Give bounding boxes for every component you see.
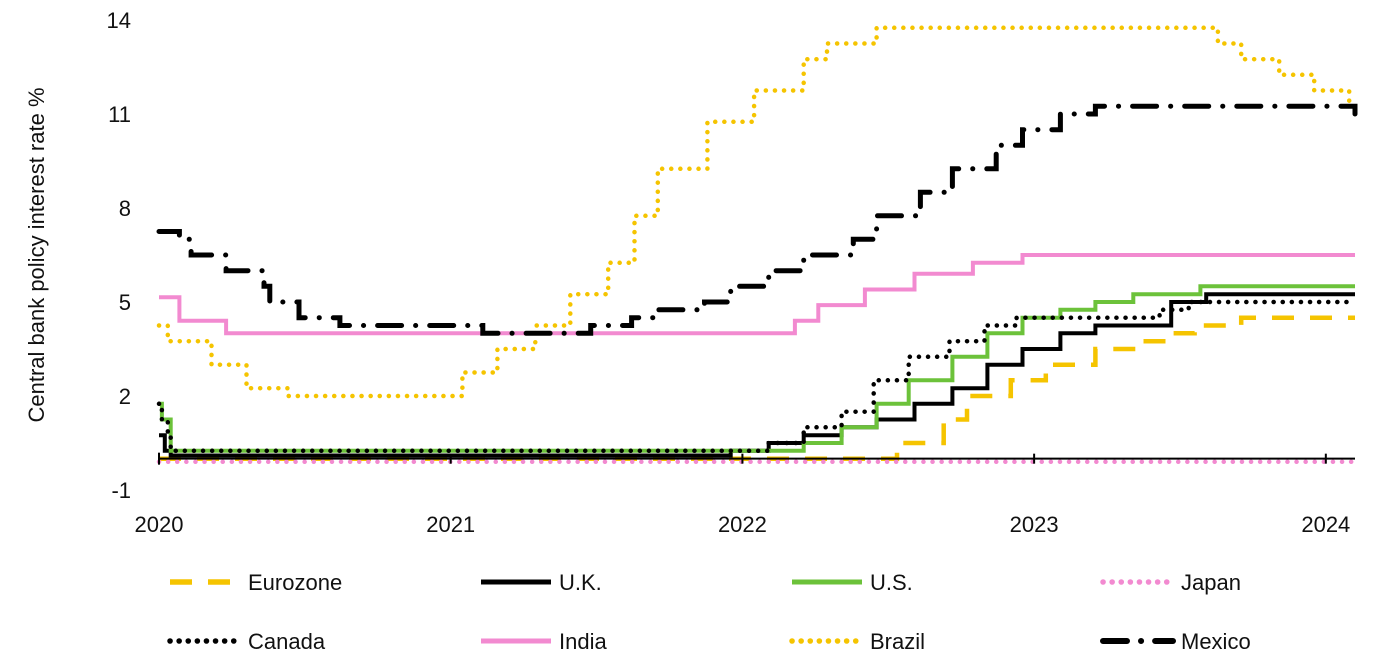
y-tick-label: 11 — [108, 102, 131, 127]
y-tick-label: 2 — [119, 384, 131, 409]
y-tick-label: 5 — [119, 290, 131, 315]
legend-label: U.K. — [559, 570, 602, 595]
legend-label: Brazil — [870, 629, 925, 654]
x-tick-label: 2020 — [135, 512, 184, 537]
series-layer — [156, 25, 1358, 465]
series-line-india — [159, 253, 1355, 336]
x-tick-label: 2021 — [426, 512, 475, 537]
y-tick-label: 8 — [119, 196, 131, 221]
y-axis-label: Central bank policy interest rate % — [24, 87, 49, 422]
legend-label: U.S. — [870, 570, 913, 595]
legend-label: India — [559, 629, 607, 654]
y-tick-label: 14 — [107, 8, 131, 33]
series-line-u-s — [159, 284, 1355, 453]
x-tick-label: 2023 — [1010, 512, 1059, 537]
legend-label: Eurozone — [248, 570, 342, 595]
series-line-canada — [156, 299, 1358, 454]
series-line-u-k — [159, 292, 1355, 458]
legend: Eurozone U.K. U.S. Japan Canada India Brazil Me… — [167, 570, 1251, 654]
x-tick-label: 2024 — [1301, 512, 1350, 537]
series-line-mexico — [156, 103, 1358, 336]
y-tick-label: -1 — [111, 478, 131, 503]
legend-label: Canada — [248, 629, 326, 654]
series-line-eurozone — [159, 315, 1355, 461]
series-line-brazil — [156, 25, 1358, 399]
legend-label: Mexico — [1181, 629, 1251, 654]
x-tick-label: 2022 — [718, 512, 767, 537]
legend-label: Japan — [1181, 570, 1241, 595]
